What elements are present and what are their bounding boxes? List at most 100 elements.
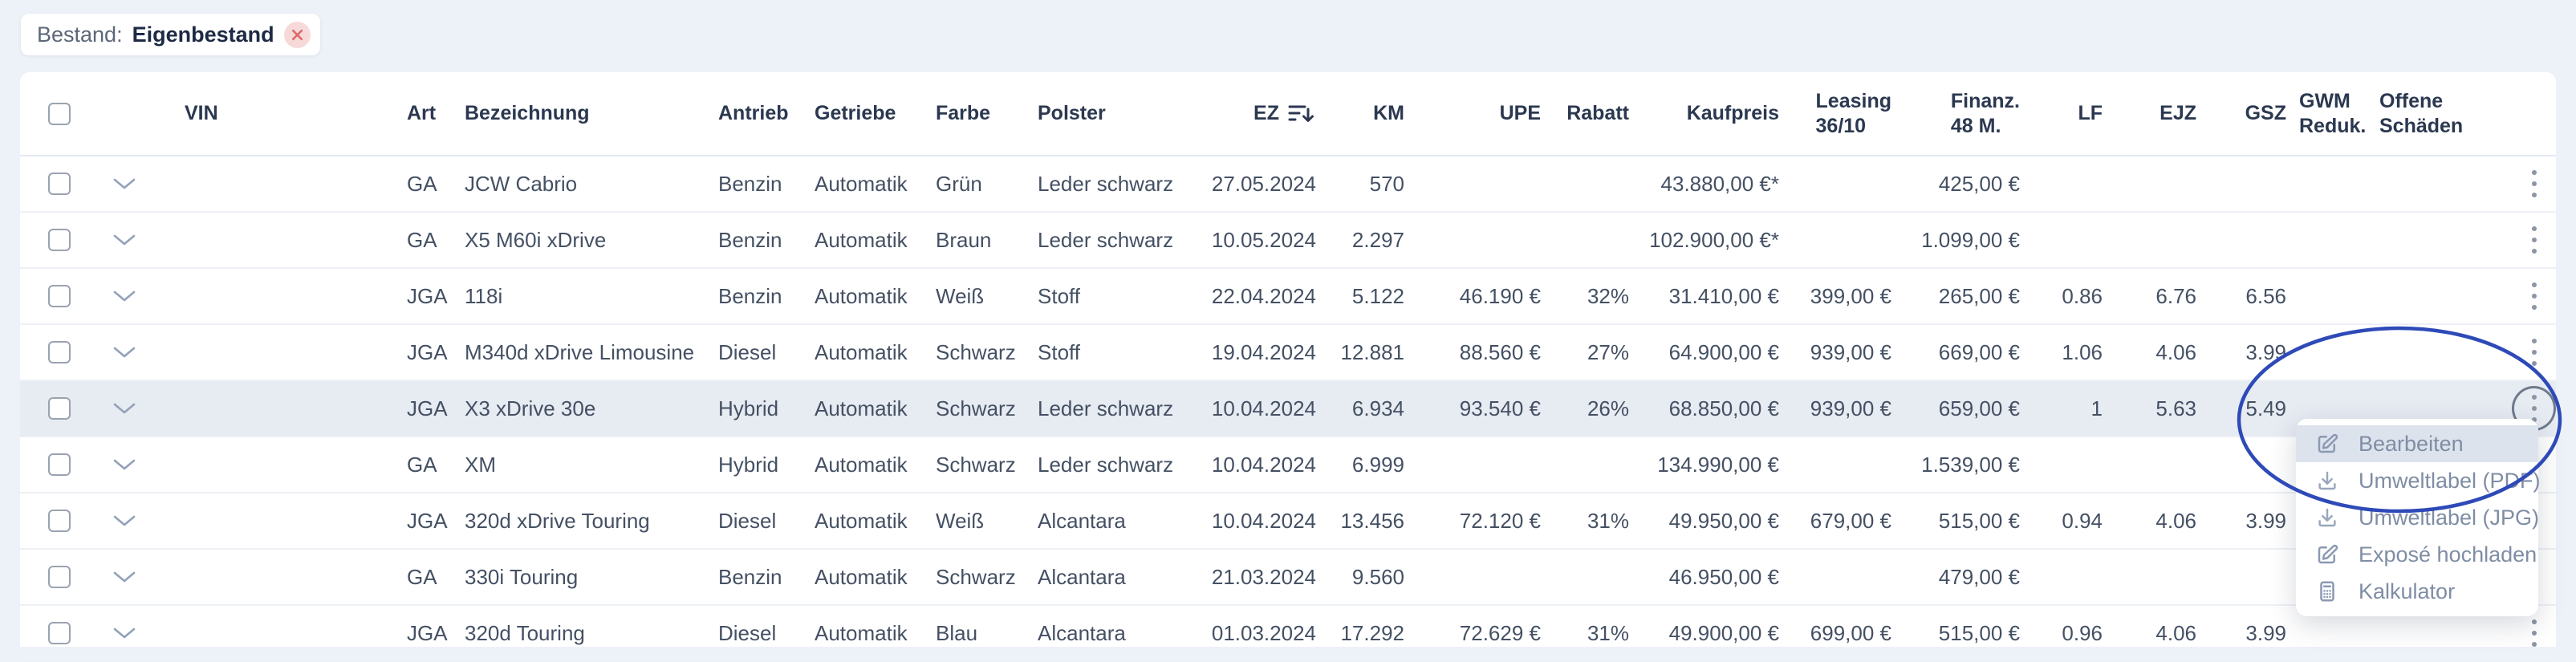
column-header-getriebe: Getriebe bbox=[811, 101, 931, 126]
chevron-down-icon bbox=[112, 402, 136, 415]
row-checkbox[interactable] bbox=[48, 622, 71, 644]
row-menu-button[interactable] bbox=[2527, 278, 2541, 315]
sort-descending-icon[interactable] bbox=[1287, 102, 1316, 126]
cell-upe: 72.629 € bbox=[1459, 620, 1541, 645]
row-select-cell bbox=[20, 173, 96, 195]
menu-item-label: Bearbeiten bbox=[2359, 431, 2464, 456]
kebab-icon bbox=[2531, 339, 2537, 343]
cell-bezeichnung: 320d Touring bbox=[465, 620, 585, 645]
select-all-checkbox[interactable] bbox=[48, 102, 71, 125]
cell-getriebe: Automatik bbox=[815, 396, 908, 420]
column-header-lf: LF bbox=[2020, 101, 2103, 126]
filter-chip-remove-button[interactable] bbox=[283, 21, 311, 48]
row-select-cell bbox=[20, 510, 96, 532]
row-select-cell bbox=[20, 453, 96, 476]
expand-row-button[interactable] bbox=[112, 288, 138, 304]
table-row: GA JCW Cabrio Benzin Automatik Grün Leder sch… bbox=[20, 156, 2556, 213]
expand-row-button[interactable] bbox=[112, 400, 138, 416]
menu-item-3[interactable]: Exposé hochladen bbox=[2296, 536, 2538, 573]
cell-art: JGA bbox=[407, 396, 448, 420]
row-checkbox[interactable] bbox=[48, 510, 71, 532]
cell-antrieb: Hybrid bbox=[718, 452, 779, 477]
cell-polster: Alcantara bbox=[1038, 620, 1126, 645]
column-header-upe: UPE bbox=[1404, 101, 1541, 126]
cell-kaufpreis: 102.900,00 €* bbox=[1649, 227, 1779, 252]
row-checkbox[interactable] bbox=[48, 341, 71, 363]
cell-bezeichnung: XM bbox=[465, 452, 496, 477]
column-header-farbe: Farbe bbox=[931, 101, 1035, 126]
row-expand-cell bbox=[96, 176, 165, 192]
kebab-icon bbox=[2531, 350, 2537, 355]
cell-ejz: 4.06 bbox=[2155, 620, 2196, 645]
cell-upe: 46.190 € bbox=[1459, 283, 1541, 308]
cell-finanz: 515,00 € bbox=[1938, 508, 2020, 533]
cell-art: JGA bbox=[407, 620, 448, 645]
cell-lf: 0.96 bbox=[2062, 620, 2103, 645]
cell-leasing: 939,00 € bbox=[1810, 396, 1891, 420]
column-header-label: KM bbox=[1373, 102, 1404, 124]
cell-antrieb: Diesel bbox=[718, 508, 777, 533]
cell-leasing: 679,00 € bbox=[1810, 508, 1891, 533]
cell-bezeichnung: M340d xDrive Limousine bbox=[465, 339, 695, 364]
expand-row-button[interactable] bbox=[112, 513, 138, 529]
cell-bezeichnung: 320d xDrive Touring bbox=[465, 508, 650, 533]
edit-icon bbox=[2315, 431, 2341, 457]
row-checkbox[interactable] bbox=[48, 229, 71, 251]
cell-leasing: 939,00 € bbox=[1810, 339, 1891, 364]
cell-finanz: 265,00 € bbox=[1938, 283, 2020, 308]
column-header-bezeichnung: Bezeichnung bbox=[461, 101, 710, 126]
menu-item-2[interactable]: Umweltlabel (JPG) bbox=[2296, 499, 2539, 536]
column-header-art: Art bbox=[405, 101, 461, 126]
menu-item-4[interactable]: Kalkulator bbox=[2296, 573, 2538, 610]
row-select-cell bbox=[20, 397, 96, 420]
kebab-icon bbox=[2531, 193, 2537, 197]
cell-ejz: 4.06 bbox=[2155, 508, 2196, 533]
column-header-label: Getriebe bbox=[815, 102, 896, 124]
row-checkbox[interactable] bbox=[48, 173, 71, 195]
chevron-down-icon bbox=[112, 514, 136, 527]
cell-lf: 1 bbox=[2090, 396, 2103, 420]
table-row: JGA M340d xDrive Limousine Diesel Automatik… bbox=[20, 325, 2556, 381]
column-header-label: LF bbox=[2078, 102, 2103, 124]
row-menu-button[interactable] bbox=[2527, 615, 2541, 652]
row-menu-button[interactable] bbox=[2527, 165, 2541, 202]
expand-row-button[interactable] bbox=[112, 344, 138, 360]
column-header-label: Offene Schäden bbox=[2379, 89, 2464, 137]
column-header-label: Leasing 36/10 bbox=[1815, 89, 1891, 137]
row-checkbox[interactable] bbox=[48, 285, 71, 307]
menu-item-1[interactable]: Umweltlabel (PDF) bbox=[2296, 462, 2541, 499]
filter-chip-label: Bestand: bbox=[37, 22, 123, 47]
column-header-gsz: GSZ bbox=[2196, 101, 2286, 126]
row-expand-cell bbox=[96, 344, 165, 360]
chevron-down-icon bbox=[112, 627, 136, 640]
expand-row-button[interactable] bbox=[112, 176, 138, 192]
cell-bezeichnung: 118i bbox=[465, 283, 503, 308]
cell-antrieb: Benzin bbox=[718, 227, 782, 252]
cell-art: GA bbox=[407, 227, 437, 252]
menu-item-0[interactable]: Bearbeiten bbox=[2296, 425, 2538, 462]
cell-finanz: 659,00 € bbox=[1938, 396, 2020, 420]
cell-polster: Stoff bbox=[1038, 283, 1081, 308]
expand-row-button[interactable] bbox=[112, 569, 138, 585]
column-header-leasing: Leasing 36/10 bbox=[1779, 89, 1891, 139]
row-menu-button[interactable] bbox=[2527, 334, 2541, 371]
row-menu-button[interactable] bbox=[2527, 221, 2541, 258]
cell-farbe: Weiß bbox=[936, 508, 985, 533]
expand-row-button[interactable] bbox=[112, 625, 138, 641]
row-checkbox[interactable] bbox=[48, 566, 71, 588]
column-header-label: EJZ bbox=[2160, 102, 2196, 124]
row-checkbox[interactable] bbox=[48, 397, 71, 420]
cell-kaufpreis: 49.900,00 € bbox=[1668, 620, 1779, 645]
table-row: GA X5 M60i xDrive Benzin Automatik Braun Lede… bbox=[20, 213, 2556, 269]
cell-rabatt: 26% bbox=[1587, 396, 1629, 420]
cell-kaufpreis: 134.990,00 € bbox=[1657, 452, 1779, 477]
expand-row-button[interactable] bbox=[112, 457, 138, 473]
cell-bezeichnung: JCW Cabrio bbox=[465, 171, 578, 196]
cell-upe: 88.560 € bbox=[1459, 339, 1541, 364]
row-checkbox[interactable] bbox=[48, 453, 71, 476]
expand-row-button[interactable] bbox=[112, 232, 138, 248]
cell-rabatt: 27% bbox=[1587, 339, 1629, 364]
row-expand-cell bbox=[96, 457, 165, 473]
cell-kaufpreis: 64.900,00 € bbox=[1668, 339, 1779, 364]
kebab-icon bbox=[2531, 642, 2537, 647]
